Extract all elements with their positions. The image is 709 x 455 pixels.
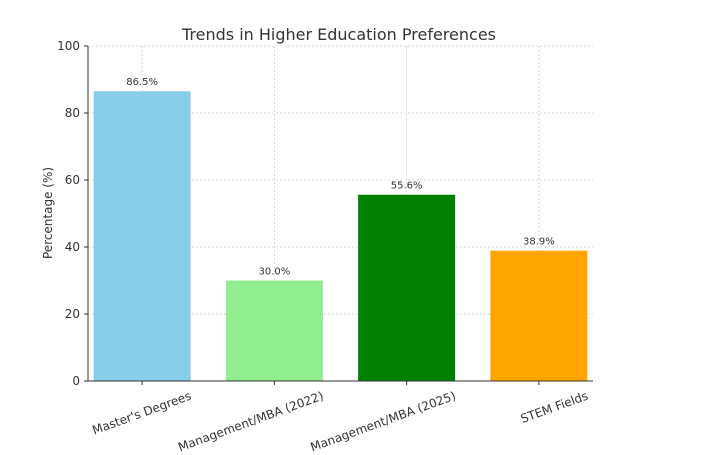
y-tick-label: 100 [57,39,80,53]
x-tick-label: Management/MBA (2025) [309,389,458,455]
bar [93,91,191,381]
bar [358,194,456,381]
bar-value-label: 38.9% [523,237,555,248]
bar-value-label: 30.0% [258,267,290,278]
y-tick-label: 60 [65,173,80,187]
bars [93,91,588,381]
y-axis-label: Percentage (%) [41,167,55,259]
x-tick-label: Master's Degrees [90,389,193,438]
bar [225,280,323,381]
y-tick-label: 80 [65,106,80,120]
chart-title: Trends in Higher Education Preferences [181,25,496,44]
x-tick-label: Management/MBA (2022) [176,389,325,455]
bar [490,250,588,381]
bar-value-label: 86.5% [126,77,158,88]
y-tick-label: 40 [65,240,80,254]
y-tick-label: 0 [72,374,80,388]
bar-value-label: 55.6% [391,181,423,192]
y-tick-label: 20 [65,307,80,321]
data-labels: 86.5% 30.0% 55.6% 38.9% [126,77,555,277]
x-tick-label: STEM Fields [519,389,590,426]
